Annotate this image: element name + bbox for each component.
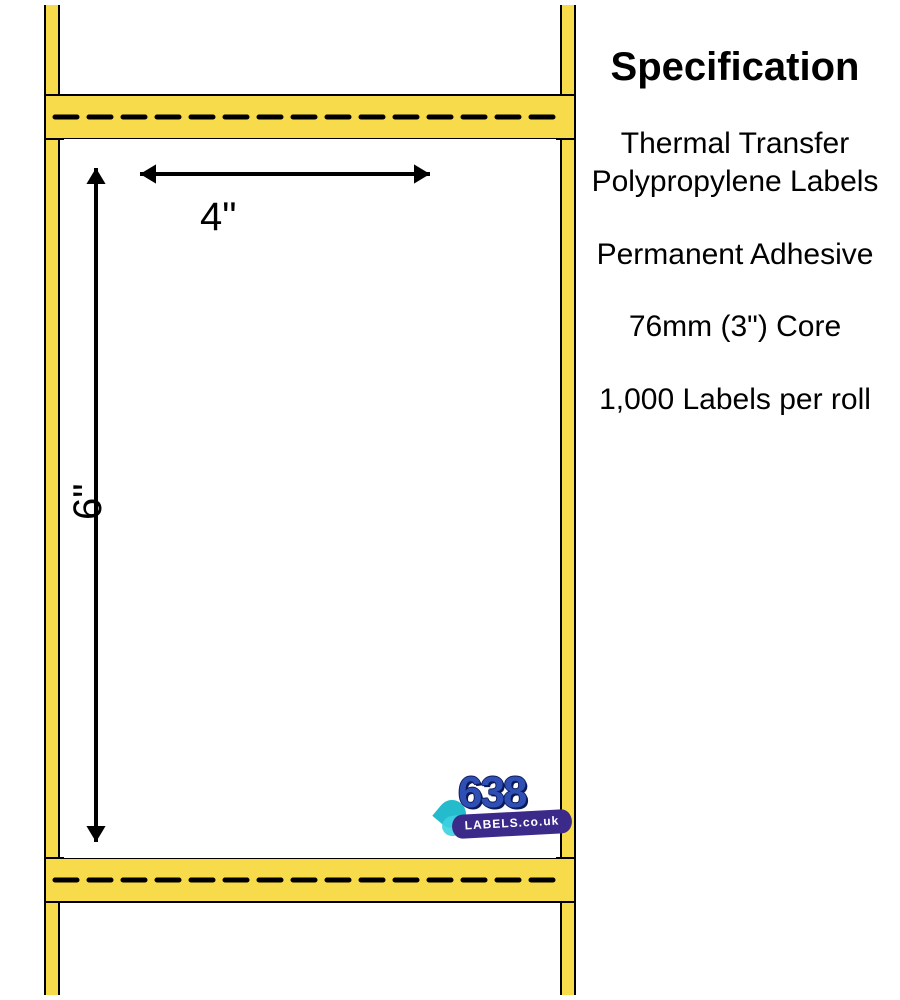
spec-item: Thermal Transfer Polypropylene Labels xyxy=(585,125,885,202)
brand-number: 638 xyxy=(458,768,525,818)
specification-title: Specification xyxy=(585,45,885,89)
spec-item: 76mm (3") Core xyxy=(585,308,885,346)
brand-badge: 638 LABELS.co.uk xyxy=(440,772,578,852)
specification-panel: Specification Thermal Transfer Polypropy… xyxy=(585,45,885,453)
width-dimension-label: 4" xyxy=(200,195,236,240)
spec-item: 1,000 Labels per roll xyxy=(585,381,885,419)
stage: 4" 6" 638 LABELS.co.uk Specification The… xyxy=(0,0,900,1000)
brand-banner: LABELS.co.uk xyxy=(451,809,572,839)
height-dimension-label: 6" xyxy=(66,484,111,520)
spec-item: Permanent Adhesive xyxy=(585,236,885,274)
